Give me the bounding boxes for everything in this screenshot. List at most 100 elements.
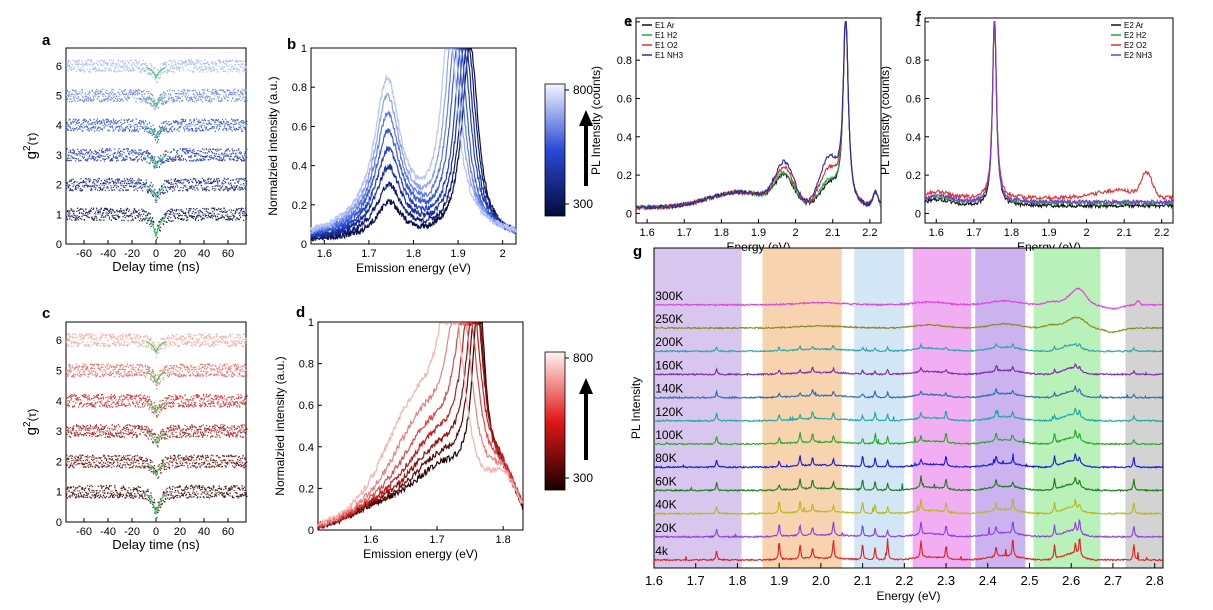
g-temperature-label: 60K	[655, 474, 676, 488]
g-energy-band	[1125, 248, 1163, 568]
e-xtick-label: 1.7	[677, 227, 692, 239]
f-xtick-label: 1.6	[929, 227, 944, 239]
g-spectrum-line	[653, 362, 1163, 377]
d-xtick-label: 1.7	[429, 534, 444, 546]
f-xtick-label: 2	[1084, 227, 1090, 239]
f-series-line	[924, 21, 1174, 210]
c-xtick-label: -60	[76, 526, 92, 538]
a-ytick-label: 1	[56, 209, 62, 221]
a-data-points	[65, 148, 248, 169]
d-colorbar	[544, 351, 566, 491]
b-xtick-label: 1.9	[450, 248, 465, 260]
d-colorbar-min-label: 300	[573, 471, 593, 485]
d-plot-frame	[317, 321, 524, 531]
g-spectrum-line	[653, 518, 1163, 539]
c-ytick-label: 3	[56, 426, 62, 438]
c-xtick-label: 0	[153, 526, 159, 538]
a-ytick-label: 5	[56, 91, 62, 103]
b-xtick-label: 2	[500, 248, 506, 260]
g-spectrum-line	[653, 429, 1164, 446]
f-series-line	[924, 21, 1174, 202]
b-ytick-label: 0	[301, 239, 307, 251]
c-xtick-label: 40	[198, 526, 210, 538]
a-data-points	[66, 58, 248, 83]
g-temperature-label: 300K	[655, 289, 683, 303]
g-spectrum-line	[653, 498, 1164, 516]
e-xtick-label: 1.9	[751, 227, 766, 239]
c-fit-dip	[146, 371, 166, 385]
c-data-points	[65, 424, 248, 448]
g-plot-frame	[653, 247, 1164, 569]
g-y-axis-label: PL Intensity	[629, 377, 643, 439]
d-spectrum-line	[317, 321, 524, 529]
d-ytick-label: 1	[308, 317, 314, 329]
e-ytick-label: 0.6	[617, 93, 632, 105]
c-ytick-label: 0	[56, 517, 62, 529]
g-xtick-label: 2.0	[812, 573, 830, 588]
b-colorbar-arrowhead	[579, 110, 593, 126]
d-ytick-label: 0.6	[299, 400, 314, 412]
f-ytick-label: 0.6	[906, 93, 921, 105]
c-data-points	[66, 393, 248, 418]
g-xtick-label: 2.7	[1104, 573, 1122, 588]
a-fit-dip	[146, 66, 166, 80]
g-xtick-label: 2.1	[854, 573, 872, 588]
f-xtick-label: 1.9	[1041, 227, 1056, 239]
g-energy-band	[912, 248, 972, 568]
f-xtick-label: 1.7	[966, 227, 981, 239]
f-ytick-label: 1	[915, 17, 921, 29]
a-data-points	[66, 118, 248, 144]
e-legend-label: E1 H2	[655, 31, 678, 40]
b-ytick-label: 0.4	[292, 161, 307, 173]
a-fit-dip	[146, 126, 166, 139]
e-ytick-label: 0.2	[617, 170, 632, 182]
b-spectrum-line	[310, 48, 517, 235]
d-xtick-label: 1.6	[363, 534, 378, 546]
g-spectrum-line	[653, 342, 1163, 353]
b-xtick-label: 1.7	[361, 248, 376, 260]
d-panel-letter: d	[296, 304, 305, 321]
g-xtick-label: 1.8	[728, 573, 746, 588]
e-y-axis-label: PL Intensity (counts)	[589, 66, 603, 175]
g-spectrum-line	[653, 453, 1164, 469]
e-ytick-label: 0	[626, 208, 632, 220]
c-panel-letter: c	[42, 305, 50, 322]
c-xtick-label: 20	[174, 526, 186, 538]
b-xtick-label: 1.6	[317, 248, 332, 260]
e-ytick-label: 0.8	[617, 55, 632, 67]
g-spectrum-line	[653, 316, 1163, 334]
g-temperature-label: 160K	[655, 358, 683, 372]
a-ytick-label: 3	[56, 150, 62, 162]
g-temperature-label: 100K	[655, 428, 683, 442]
c-xtick-label: -20	[124, 526, 140, 538]
g-energy-band	[1033, 248, 1101, 568]
a-xtick-label: 0	[153, 248, 159, 260]
b-ytick-label: 1	[301, 43, 307, 55]
d-spectrum-line	[317, 322, 524, 529]
b-y-axis-label: Normalzied intensity (a.u.)	[266, 76, 280, 215]
b-spectrum-line	[310, 48, 517, 234]
e-xtick-label: 1.8	[714, 227, 729, 239]
g-xtick-label: 2.6	[1062, 573, 1080, 588]
c-ytick-label: 4	[56, 396, 62, 408]
e-ytick-label: 0.4	[617, 132, 632, 144]
b-ytick-label: 0.2	[292, 200, 307, 212]
d-spectrum-line	[317, 321, 524, 526]
c-y-axis-label: g2(τ)	[22, 409, 40, 436]
f-ytick-label: 0.8	[906, 55, 921, 67]
d-ytick-label: 0.2	[299, 483, 314, 495]
b-spectrum-line	[310, 48, 517, 235]
e-xtick-label: 2.2	[862, 227, 877, 239]
c-ytick-label: 2	[56, 456, 62, 468]
d-colorbar-max-label: 800	[573, 351, 593, 365]
g-x-axis-label: Energy (eV)	[876, 589, 940, 603]
d-spectrum-line	[317, 321, 524, 530]
c-ytick-label: 5	[56, 365, 62, 377]
a-xtick-label: -20	[124, 248, 140, 260]
a-ytick-label: 0	[56, 239, 62, 251]
c-ytick-label: 1	[56, 487, 62, 499]
g-spectrum-line	[653, 407, 1163, 423]
c-fit-dip	[146, 341, 166, 354]
g-spectrum-line	[653, 475, 1163, 493]
c-fit-dip	[146, 401, 166, 415]
